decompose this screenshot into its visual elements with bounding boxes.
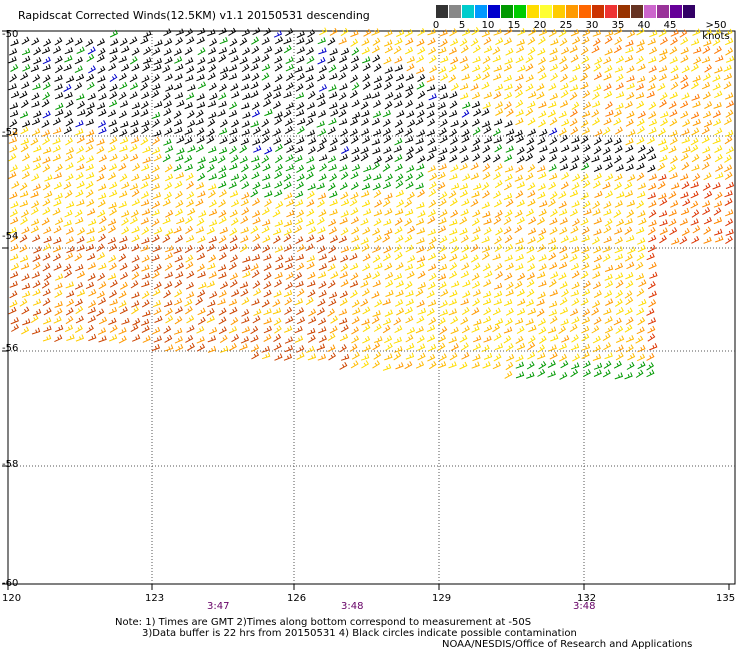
legend-label: 40 [637, 20, 651, 31]
legend-swatch [514, 5, 527, 18]
legend-label: 5 [458, 20, 466, 31]
legend-swatch [462, 5, 475, 18]
note-line-1: Note: 1) Times are GMT 2)Times along bot… [115, 617, 532, 628]
map-frame [7, 30, 736, 585]
legend-swatch [592, 5, 605, 18]
legend-swatch [683, 5, 696, 18]
legend-label: 45 [663, 20, 677, 31]
legend-swatch [631, 5, 644, 18]
legend-label: 15 [507, 20, 521, 31]
lon-label-123: 123 [145, 593, 165, 604]
map-title: Rapidscat Corrected Winds(12.5KM) v1.1 2… [18, 9, 370, 22]
lat-label-58: -58 [2, 459, 19, 470]
legend-label: 25 [559, 20, 573, 31]
legend-swatch [501, 5, 514, 18]
legend-swatch [527, 5, 540, 18]
legend-swatch [566, 5, 579, 18]
lat-label-56: -56 [2, 343, 19, 354]
legend-swatch [449, 5, 462, 18]
legend-swatch [657, 5, 670, 18]
credit-line: NOAA/NESDIS/Office of Research and Appli… [442, 639, 693, 650]
lat-label-50: -50 [2, 29, 19, 40]
lon-label-135: 135 [716, 593, 736, 604]
legend-swatch [475, 5, 488, 18]
legend-swatch [436, 5, 449, 18]
legend-swatch [488, 5, 501, 18]
lon-label-126: 126 [287, 593, 307, 604]
legend-swatch [618, 5, 631, 18]
legend-swatch [553, 5, 566, 18]
legend-swatch [540, 5, 553, 18]
legend-label: 20 [533, 20, 547, 31]
lat-label-60: -60 [2, 578, 19, 589]
legend-swatch [579, 5, 592, 18]
legend-label: 0 [432, 20, 440, 31]
note-line-2: 3)Data buffer is 22 hrs from 20150531 4)… [142, 628, 577, 639]
time-label-1: 3:47 [207, 601, 230, 612]
legend-label: 10 [481, 20, 495, 31]
time-label-2: 3:48 [341, 601, 364, 612]
lon-label-129: 129 [432, 593, 452, 604]
legend-label: 35 [611, 20, 625, 31]
wind-barbs [8, 27, 735, 380]
lat-label-54: -54 [2, 231, 19, 242]
legend-swatch [670, 5, 683, 18]
legend-label: >50 knots [702, 20, 730, 42]
lon-label-120: 120 [2, 593, 22, 604]
lat-label-52: -52 [2, 127, 19, 138]
legend-swatch [605, 5, 618, 18]
time-label-3: 3:48 [573, 601, 596, 612]
lon-label-132: 132 [577, 593, 597, 604]
legend-swatch [644, 5, 657, 18]
legend-label: 30 [585, 20, 599, 31]
